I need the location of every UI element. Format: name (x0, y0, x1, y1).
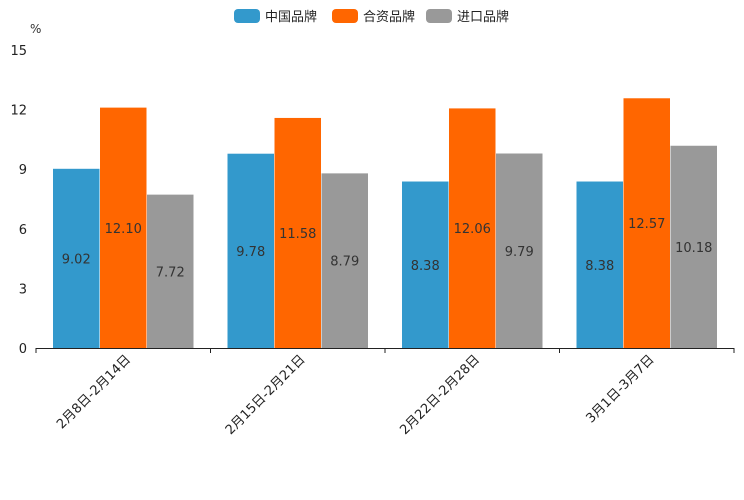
legend-label: 中国品牌 (265, 9, 317, 25)
x-tick-label: 3月1日-3月7日 (583, 352, 657, 426)
bar (274, 117, 321, 348)
bar (321, 173, 368, 348)
bar (670, 145, 717, 348)
bar-value-label: 7.72 (156, 265, 185, 280)
legend-label: 合资品牌 (363, 9, 415, 25)
bar-value-label: 8.38 (585, 259, 614, 274)
bar (449, 108, 496, 349)
bar-value-label: 8.79 (330, 255, 359, 270)
bar-value-label: 9.02 (62, 252, 91, 267)
bar-value-label: 12.06 (454, 222, 491, 237)
bar (496, 153, 543, 348)
bar-value-label: 11.58 (279, 227, 316, 242)
bar (100, 107, 147, 348)
bar (402, 181, 449, 348)
bar-value-label: 12.10 (105, 222, 142, 237)
bar-value-label: 10.18 (675, 241, 712, 256)
y-tick-label: 15 (10, 44, 27, 59)
legend-swatch (426, 9, 452, 23)
bar (227, 153, 274, 348)
legend-item[interactable]: 进口品牌 (426, 9, 509, 25)
bar (147, 194, 194, 348)
bar (576, 181, 623, 348)
bar (623, 98, 670, 348)
legend-swatch (332, 9, 358, 23)
y-tick-label: 9 (19, 163, 27, 178)
y-tick-label: 6 (19, 223, 27, 238)
data-labels: 9.02 12.10 7.72 9.78 11.58 8.79 8.38 12.06 9.79 8… (62, 217, 713, 280)
legend-swatch (234, 9, 260, 23)
bar (53, 168, 100, 348)
legend-item[interactable]: 合资品牌 (332, 9, 415, 25)
y-tick-label: 3 (19, 282, 27, 297)
x-axis: 2月8日-2月14日 2月15日-2月21日 2月22日-2月28日 3月1日-3月7… (35, 348, 735, 438)
bar-value-label: 12.57 (628, 217, 665, 232)
x-tick-label: 2月8日-2月14日 (54, 352, 134, 432)
legend: 中国品牌 合资品牌 进口品牌 (234, 9, 509, 25)
x-tick-label: 2月15日-2月21日 (223, 352, 309, 438)
y-tick-label: 12 (10, 104, 27, 119)
bar-value-label: 9.79 (505, 245, 534, 260)
y-tick-label: 0 (19, 342, 27, 357)
y-axis: 0 3 6 9 12 15 (10, 44, 27, 357)
legend-item[interactable]: 中国品牌 (234, 9, 317, 25)
bar-value-label: 9.78 (236, 245, 265, 260)
bars (53, 98, 717, 349)
y-axis-unit-label: % (30, 22, 41, 36)
x-tick-label: 2月22日-2月28日 (397, 352, 483, 438)
legend-label: 进口品牌 (457, 9, 509, 25)
bar-value-label: 8.38 (411, 259, 440, 274)
